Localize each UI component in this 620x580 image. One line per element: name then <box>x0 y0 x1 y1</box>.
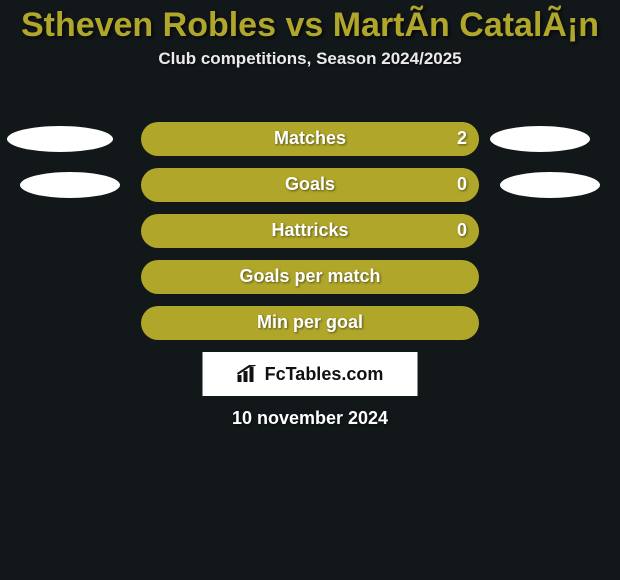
stat-label: Goals per match <box>239 266 380 287</box>
comparison-row: Goals 0 <box>0 166 620 212</box>
stat-bar-right-fill <box>310 168 479 202</box>
stat-bar: Matches 2 <box>141 122 479 156</box>
bar-chart-icon <box>237 365 259 383</box>
stat-bar: Hattricks 0 <box>141 214 479 248</box>
player-right-ellipse <box>500 172 600 198</box>
comparison-rows: Matches 2 Goals 0 Hattricks 0 Goals per match M… <box>0 120 620 350</box>
stat-bar: Goals per match <box>141 260 479 294</box>
branding-badge: FcTables.com <box>203 352 418 396</box>
stat-label: Matches <box>274 128 346 149</box>
page-title: Stheven Robles vs MartÃ­n CatalÃ¡n <box>0 0 620 45</box>
stat-label: Goals <box>285 174 335 195</box>
stat-value-right: 0 <box>457 174 467 195</box>
comparison-row: Min per goal <box>0 304 620 350</box>
stat-bar: Min per goal <box>141 306 479 340</box>
player-left-ellipse <box>20 172 120 198</box>
stat-value-right: 2 <box>457 128 467 149</box>
player-left-ellipse <box>7 126 113 152</box>
stat-value-right: 0 <box>457 220 467 241</box>
branding-text: FcTables.com <box>265 364 384 385</box>
stat-bar: Goals 0 <box>141 168 479 202</box>
stat-label: Hattricks <box>271 220 348 241</box>
stat-label: Min per goal <box>257 312 363 333</box>
stats-comparison-card: Stheven Robles vs MartÃ­n CatalÃ¡n Club … <box>0 0 620 580</box>
subtitle: Club competitions, Season 2024/2025 <box>0 49 620 69</box>
comparison-row: Goals per match <box>0 258 620 304</box>
comparison-row: Matches 2 <box>0 120 620 166</box>
player-right-ellipse <box>490 126 590 152</box>
comparison-row: Hattricks 0 <box>0 212 620 258</box>
date-text: 10 november 2024 <box>0 408 620 429</box>
